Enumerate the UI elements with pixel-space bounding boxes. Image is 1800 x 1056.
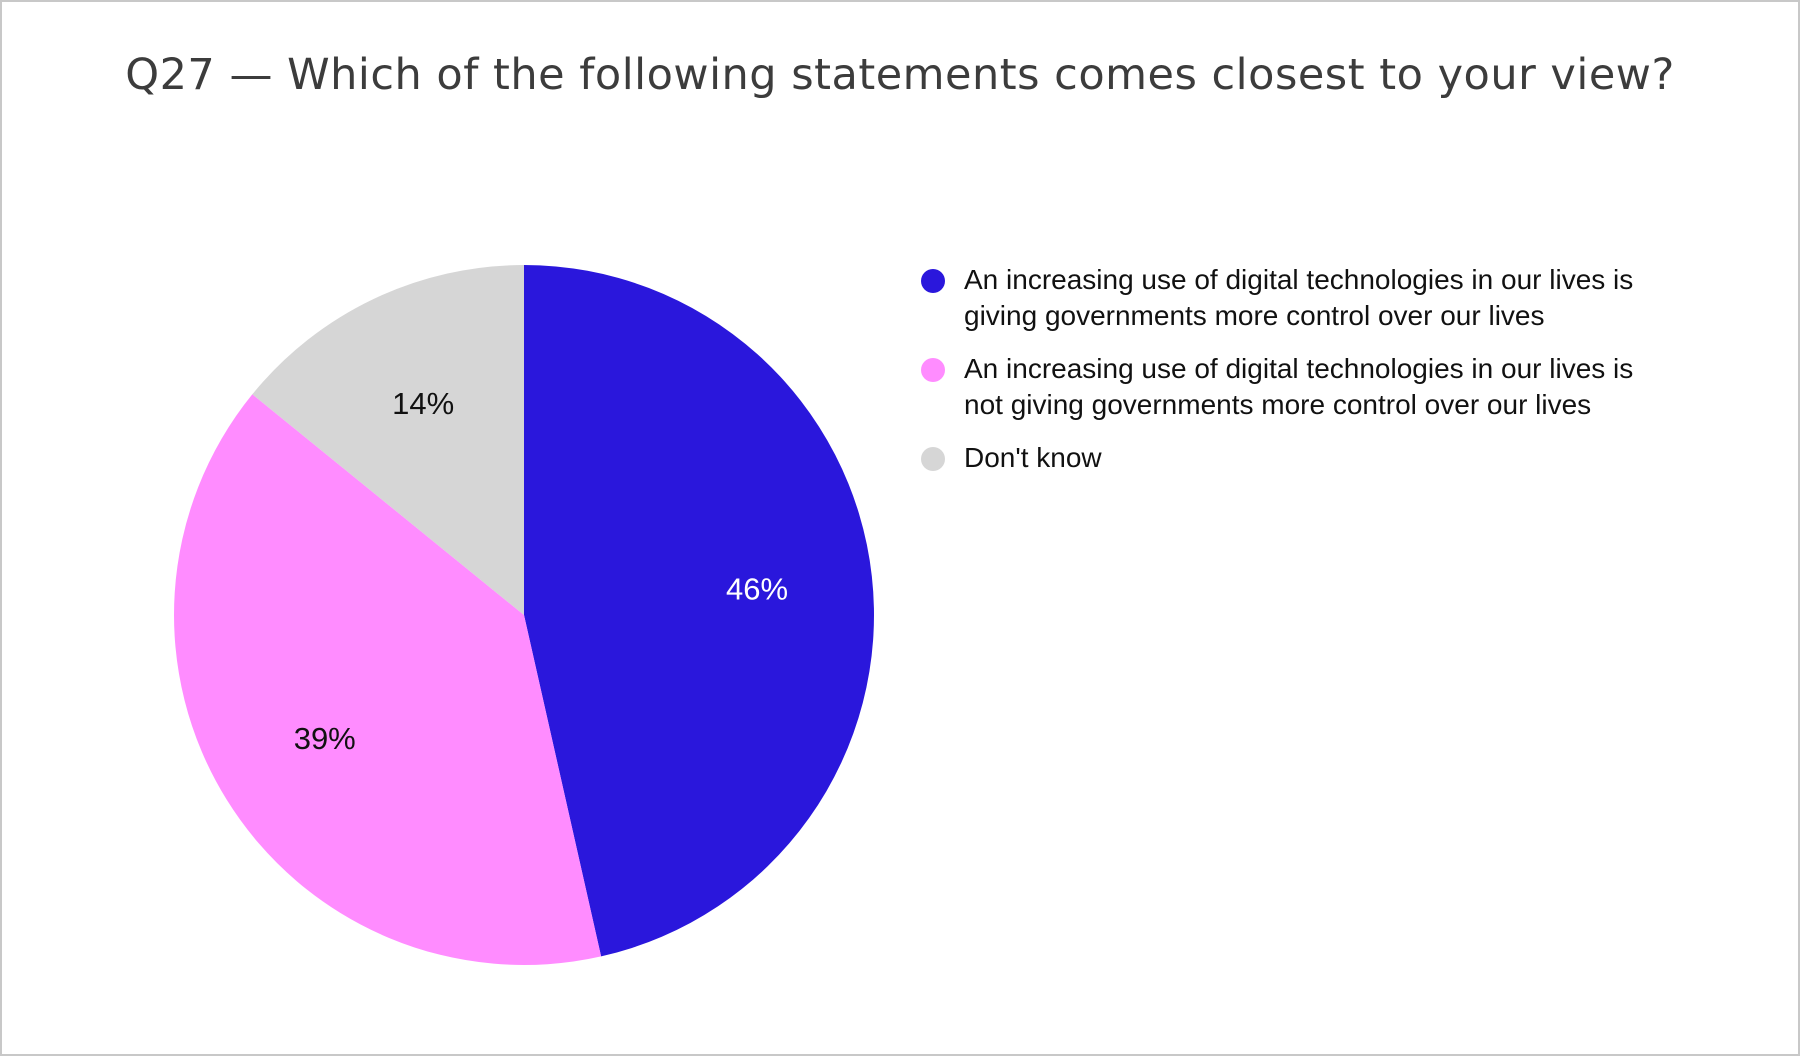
legend-label: Don't know <box>964 442 1102 473</box>
legend-swatch-icon <box>921 447 945 471</box>
legend-item-2: Don't know <box>920 440 1640 476</box>
pie-slice-0 <box>524 265 874 957</box>
pie-slice-2 <box>252 265 524 615</box>
legend-item-1: An increasing use of digital technologie… <box>920 351 1640 423</box>
legend-label: An increasing use of digital technologie… <box>964 264 1634 331</box>
legend-swatch-icon <box>921 358 945 382</box>
chart-title: Q27 — Which of the following statements … <box>125 50 1675 100</box>
chart-legend: An increasing use of digital technologie… <box>920 262 1640 493</box>
legend-swatch-icon <box>921 269 945 293</box>
legend-item-0: An increasing use of digital technologie… <box>920 262 1640 334</box>
pie-slice-1 <box>174 394 602 965</box>
slice-value-label-2: 14% <box>392 386 454 421</box>
legend-label: An increasing use of digital technologie… <box>964 353 1634 420</box>
slice-value-label-1: 39% <box>294 721 356 756</box>
slice-value-label-0: 46% <box>726 572 788 607</box>
